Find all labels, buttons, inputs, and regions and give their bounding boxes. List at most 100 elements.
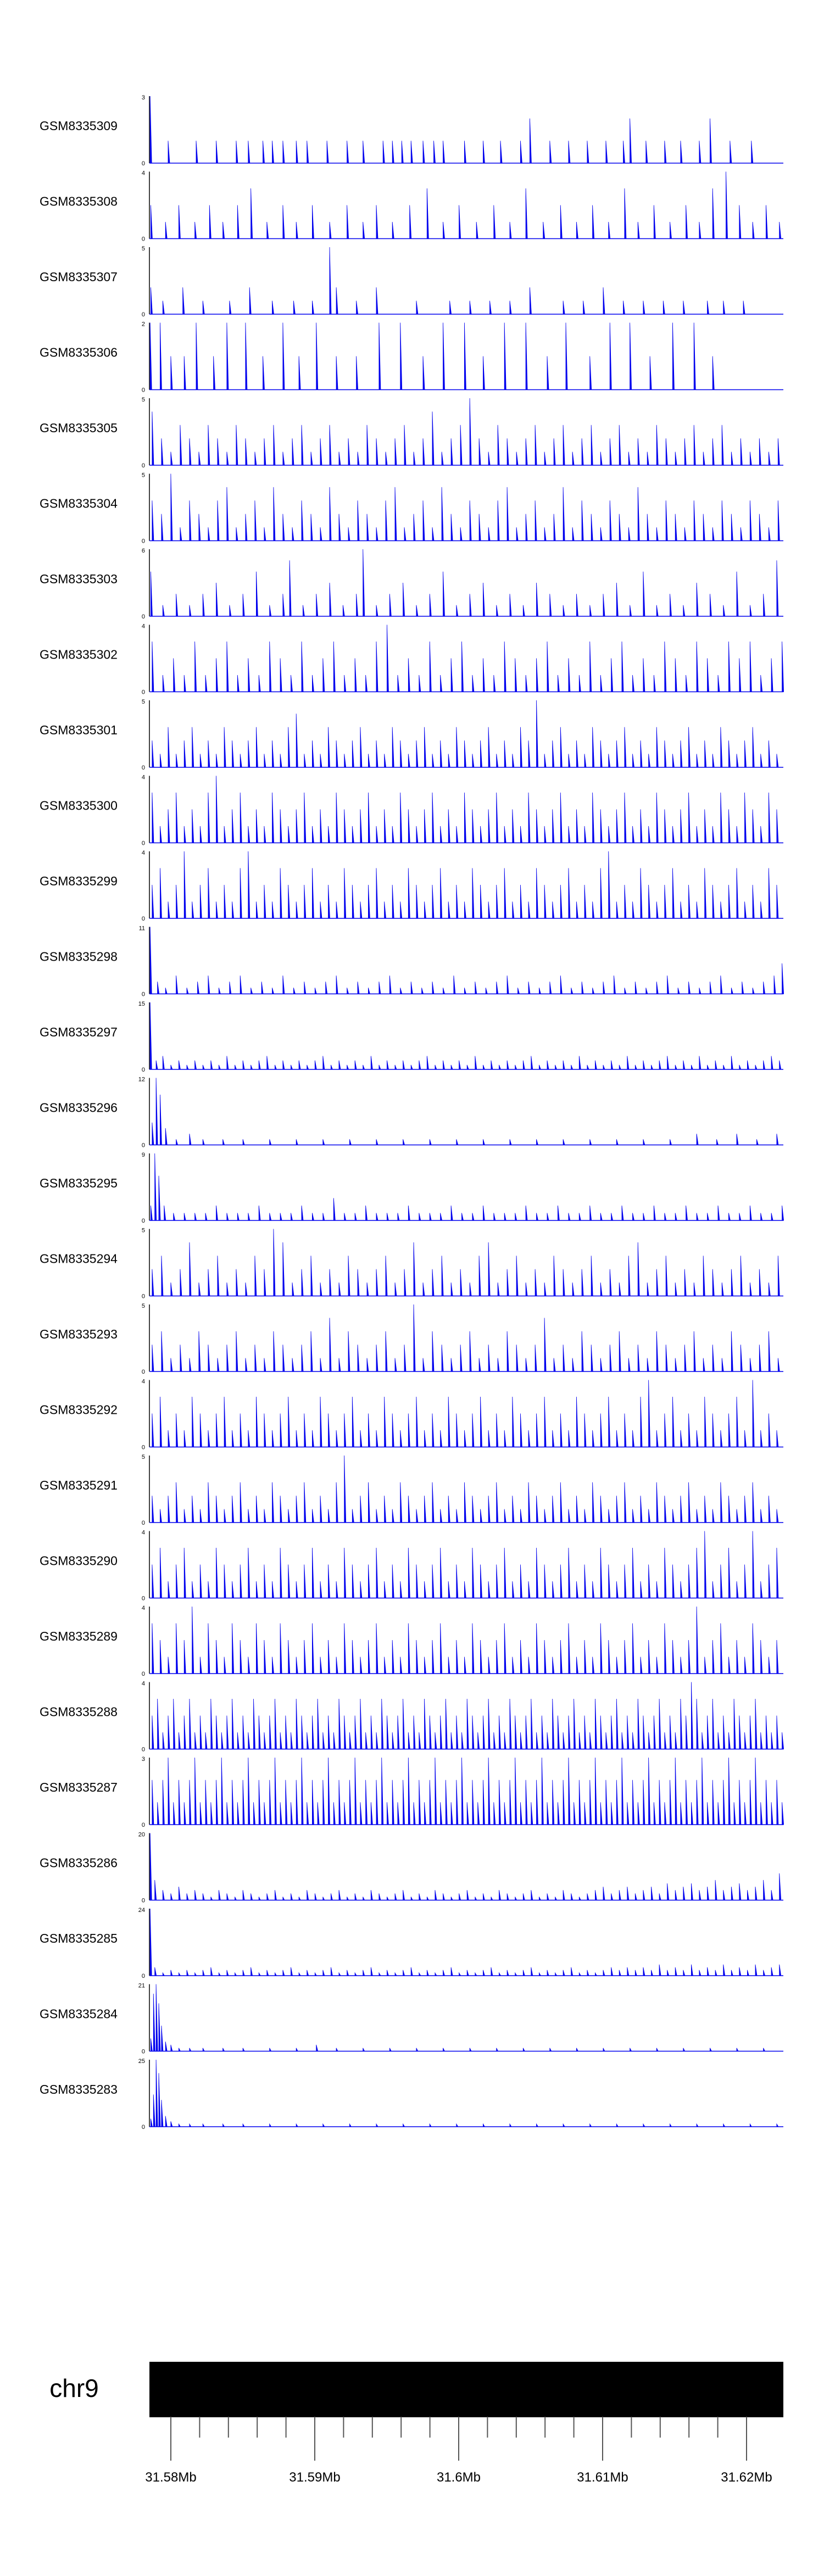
y-max-label: 21 <box>138 1983 145 1989</box>
track-GSM8335302: GSM8335302 4 0 <box>40 623 784 696</box>
track-label: GSM8335300 <box>40 799 118 813</box>
y-zero-label: 0 <box>142 1218 145 1224</box>
y-zero-label: 0 <box>142 689 145 696</box>
coverage-area <box>149 1606 783 1674</box>
track-GSM8335288: GSM8335288 4 0 <box>40 1681 784 1753</box>
y-zero-label: 0 <box>142 387 145 394</box>
y-max-label: 3 <box>142 1756 145 1763</box>
coverage-area <box>149 2059 783 2127</box>
coverage-area <box>149 1757 784 1825</box>
y-zero-label: 0 <box>142 462 145 469</box>
track-label: GSM8335296 <box>40 1101 118 1115</box>
coverage-area <box>149 851 783 919</box>
track-GSM8335291: GSM8335291 5 0 <box>40 1454 783 1526</box>
y-zero-label: 0 <box>142 991 145 998</box>
y-max-label: 4 <box>142 1681 145 1687</box>
y-zero-label: 0 <box>142 1671 145 1677</box>
tick-label: 31.58Mb <box>145 2470 196 2485</box>
y-max-label: 24 <box>138 1907 145 1914</box>
track-GSM8335290: GSM8335290 4 0 <box>40 1530 783 1602</box>
y-zero-label: 0 <box>142 840 145 847</box>
tick-label: 31.59Mb <box>289 2470 340 2485</box>
coverage-area <box>149 549 783 617</box>
track-label: GSM8335305 <box>40 421 118 435</box>
coverage-area <box>149 927 784 994</box>
track-label: GSM8335285 <box>40 1931 118 1945</box>
y-zero-label: 0 <box>142 765 145 771</box>
track-GSM8335298: GSM8335298 11 0 <box>40 925 784 998</box>
track-label: GSM8335290 <box>40 1554 118 1568</box>
track-GSM8335306: GSM8335306 2 0 <box>40 321 783 394</box>
y-zero-label: 0 <box>142 538 145 545</box>
y-max-label: 4 <box>142 1605 145 1612</box>
track-GSM8335297: GSM8335297 15 0 <box>40 1001 783 1073</box>
tick-label: 31.6Mb <box>437 2470 481 2485</box>
coverage-area <box>149 1304 783 1372</box>
coverage-area <box>149 322 783 390</box>
coverage-area <box>149 398 783 466</box>
y-max-label: 4 <box>142 1530 145 1536</box>
y-max-label: 5 <box>142 472 145 479</box>
coverage-area <box>149 96 783 164</box>
coverage-area <box>149 625 784 692</box>
track-label: GSM8335295 <box>40 1176 118 1190</box>
chromosome-label: chr9 <box>49 2374 98 2402</box>
coverage-area <box>149 247 783 315</box>
y-max-label: 25 <box>138 2058 145 2065</box>
coverage-area <box>149 776 783 843</box>
coverage-area <box>149 473 783 541</box>
track-label: GSM8335299 <box>40 874 118 888</box>
track-GSM8335285: GSM8335285 24 0 <box>40 1907 783 1980</box>
y-max-label: 5 <box>142 1454 145 1460</box>
track-label: GSM8335287 <box>40 1780 118 1794</box>
track-GSM8335284: GSM8335284 21 0 <box>40 1983 783 2055</box>
track-label: GSM8335301 <box>40 723 118 737</box>
track-label: GSM8335288 <box>40 1705 118 1719</box>
track-GSM8335307: GSM8335307 5 0 <box>40 246 783 318</box>
track-label: GSM8335293 <box>40 1327 118 1341</box>
y-zero-label: 0 <box>142 1898 145 1904</box>
y-zero-label: 0 <box>142 1973 145 1980</box>
coverage-area <box>149 171 783 239</box>
y-max-label: 2 <box>142 321 145 328</box>
track-label: GSM8335307 <box>40 270 118 284</box>
y-zero-label: 0 <box>142 160 145 167</box>
y-max-label: 5 <box>142 1228 145 1234</box>
y-zero-label: 0 <box>142 2124 145 2131</box>
y-zero-label: 0 <box>142 916 145 922</box>
track-GSM8335283: GSM8335283 25 0 <box>40 2058 783 2131</box>
y-max-label: 4 <box>142 623 145 630</box>
track-label: GSM8335304 <box>40 497 118 511</box>
y-zero-label: 0 <box>142 1369 145 1375</box>
y-max-label: 9 <box>142 1152 145 1158</box>
y-max-label: 5 <box>142 699 145 705</box>
y-max-label: 15 <box>138 1001 145 1007</box>
y-zero-label: 0 <box>142 614 145 620</box>
y-max-label: 5 <box>142 1303 145 1309</box>
coverage-tracks: GSM833530930GSM833530840GSM833530750GSM8… <box>40 94 784 2131</box>
coverage-area <box>149 1682 784 1749</box>
track-GSM8335294: GSM8335294 5 0 <box>40 1228 783 1300</box>
track-GSM8335301: GSM8335301 5 0 <box>40 699 783 771</box>
tick-label: 31.62Mb <box>721 2470 772 2485</box>
tick-label: 31.61Mb <box>577 2470 628 2485</box>
y-zero-label: 0 <box>142 1822 145 1828</box>
y-max-label: 20 <box>138 1832 145 1838</box>
coverage-area <box>149 1229 783 1296</box>
track-GSM8335300: GSM8335300 4 0 <box>40 774 783 847</box>
track-GSM8335295: GSM8335295 9 0 <box>40 1152 784 1224</box>
y-zero-label: 0 <box>142 1596 145 1602</box>
track-GSM8335303: GSM8335303 6 0 <box>40 548 783 620</box>
coverage-area <box>149 1002 783 1070</box>
track-GSM8335286: GSM8335286 20 0 <box>40 1832 783 1904</box>
coverage-area <box>149 1833 783 1900</box>
coverage-area <box>149 1531 783 1598</box>
track-GSM8335299: GSM8335299 4 0 <box>40 850 783 922</box>
y-max-label: 6 <box>142 548 145 554</box>
y-zero-label: 0 <box>142 236 145 243</box>
y-max-label: 12 <box>138 1077 145 1083</box>
chromosome-ideogram: chr9 31.58Mb 31.59Mb 31.6Mb 31.61Mb 31.6… <box>49 2362 783 2485</box>
track-label: GSM8335286 <box>40 1856 118 1870</box>
track-label: GSM8335302 <box>40 648 118 662</box>
